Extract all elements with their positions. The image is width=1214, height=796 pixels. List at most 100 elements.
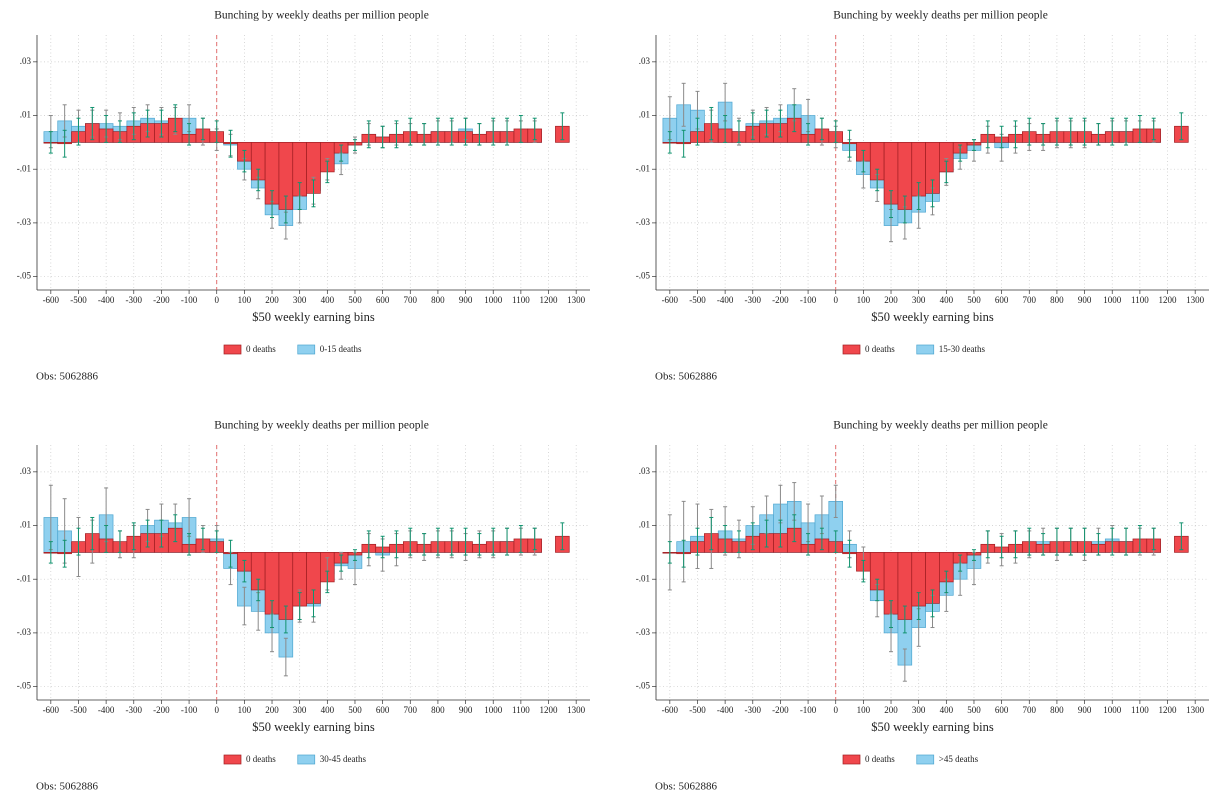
- x-tick-label: -500: [70, 295, 87, 305]
- x-tick-label: -400: [98, 295, 115, 305]
- x-tick-label: 1200: [540, 295, 559, 305]
- error-bar: [985, 120, 990, 149]
- x-tick-label: 600: [995, 705, 1009, 715]
- x-tick-label: -600: [662, 705, 679, 715]
- x-tick-label: 0: [833, 295, 838, 305]
- error-bar: [117, 120, 122, 143]
- error-bar: [173, 104, 178, 133]
- error-bar: [491, 117, 496, 146]
- error-bar: [463, 117, 468, 146]
- error-bar: [560, 522, 565, 551]
- error-bar: [200, 117, 205, 141]
- error-bar: [48, 131, 53, 154]
- error-bar: [518, 115, 523, 143]
- x-axis-label: $50 weekly earning bins: [252, 720, 375, 734]
- x-tick-label: 600: [376, 705, 390, 715]
- error-bar: [833, 120, 838, 143]
- error-bar: [695, 527, 700, 556]
- x-tick-label: -100: [800, 705, 817, 715]
- error-bar: [985, 530, 990, 559]
- error-bar: [463, 527, 468, 556]
- error-bar: [297, 182, 302, 210]
- x-axis-label: $50 weekly earning bins: [871, 720, 994, 734]
- error-bar: [833, 530, 838, 553]
- error-bar: [1151, 117, 1156, 141]
- x-tick-label: 300: [912, 295, 926, 305]
- error-bar: [117, 530, 122, 553]
- x-tick-label: 0: [214, 295, 219, 305]
- error-bar: [889, 190, 894, 219]
- error-bar: [1054, 527, 1059, 556]
- error-bar: [1096, 123, 1101, 146]
- error-bar: [847, 129, 852, 158]
- x-tick-label: 100: [238, 295, 252, 305]
- y-tick-label: .03: [639, 466, 651, 476]
- error-bar: [736, 530, 741, 553]
- note: Obs: 5062886: [36, 781, 99, 793]
- error-bar: [283, 605, 288, 634]
- x-tick-label: 1100: [512, 705, 530, 715]
- error-bar: [270, 600, 275, 629]
- error-bar: [723, 115, 728, 143]
- x-tick-label: 800: [1050, 295, 1064, 305]
- error-bar: [806, 123, 811, 146]
- error-bar: [48, 541, 53, 564]
- x-tick-label: 700: [404, 295, 418, 305]
- error-bar: [971, 549, 976, 561]
- error-bar: [256, 578, 261, 602]
- error-bar: [449, 527, 454, 556]
- x-tick-label: -400: [717, 295, 734, 305]
- x-tick-label: 800: [1050, 705, 1064, 715]
- y-tick-label: -.01: [17, 163, 31, 173]
- x-tick-label: 1000: [1103, 705, 1122, 715]
- error-bar: [1124, 117, 1129, 146]
- error-bar: [1082, 117, 1087, 146]
- error-bar: [792, 104, 797, 133]
- error-bar: [709, 106, 714, 141]
- error-bar: [681, 539, 686, 568]
- error-bar: [944, 570, 949, 594]
- x-tick-label: 300: [293, 295, 307, 305]
- legend-label: 30-45 deaths: [320, 754, 367, 764]
- error-bar: [750, 522, 755, 551]
- x-tick-label: 600: [376, 295, 390, 305]
- error-bar: [889, 600, 894, 629]
- legend: 0 deaths 15-30 deaths: [842, 344, 986, 355]
- error-bar: [930, 179, 935, 208]
- error-bar: [1068, 117, 1073, 146]
- x-tick-label: 100: [238, 705, 252, 715]
- x-tick-label: 0: [833, 705, 838, 715]
- x-tick-label: 900: [1078, 705, 1092, 715]
- error-bar: [681, 129, 686, 158]
- error-bar: [792, 514, 797, 543]
- error-bar: [297, 592, 302, 620]
- legend-label: 0 deaths: [865, 754, 895, 764]
- error-bar: [200, 527, 205, 551]
- error-bar: [971, 139, 976, 151]
- error-bar: [76, 527, 81, 556]
- x-tick-label: -600: [43, 295, 60, 305]
- x-tick-label: 400: [321, 705, 335, 715]
- error-bar: [380, 535, 385, 559]
- x-tick-label: -300: [126, 705, 143, 715]
- x-tick-label: 800: [431, 705, 445, 715]
- x-tick-label: 1300: [1186, 705, 1205, 715]
- panel: Bunching by weekly deaths per million pe…: [636, 420, 1209, 793]
- x-tick-label: -300: [745, 295, 762, 305]
- error-bar: [435, 527, 440, 556]
- error-bar: [242, 149, 247, 173]
- error-bar: [1110, 117, 1115, 146]
- panel: Bunching by weekly deaths per million pe…: [17, 10, 590, 383]
- x-tick-label: 1000: [484, 705, 503, 715]
- error-bar: [131, 112, 136, 141]
- y-tick-label: -.01: [636, 573, 650, 583]
- legend-swatch: [223, 344, 242, 355]
- error-bar: [187, 533, 192, 556]
- error-bar: [408, 117, 413, 146]
- x-tick-label: 500: [967, 705, 981, 715]
- error-bar: [104, 525, 109, 553]
- error-bar: [283, 637, 288, 677]
- error-bar: [352, 549, 357, 561]
- legend-label: 15-30 deaths: [939, 344, 986, 354]
